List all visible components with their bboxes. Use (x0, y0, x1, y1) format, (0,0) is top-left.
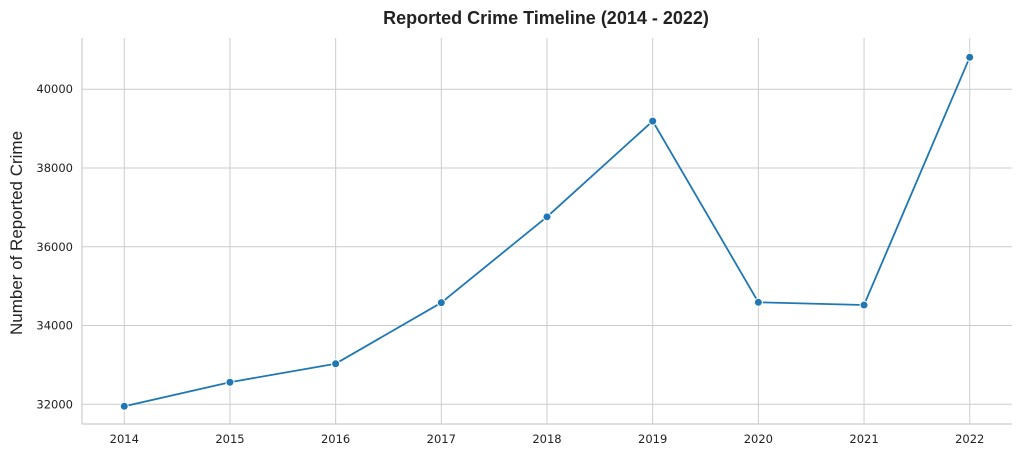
data-point (753, 297, 763, 307)
grid-lines (82, 38, 1012, 424)
axes (81, 38, 1012, 425)
x-tick-label: 2017 (427, 432, 456, 446)
data-point (331, 359, 341, 369)
data-point (119, 401, 129, 411)
x-tick-label: 2019 (638, 432, 667, 446)
data-point (436, 298, 446, 308)
x-tick-label: 2022 (955, 432, 984, 446)
data-point (542, 212, 552, 222)
data-point (965, 52, 975, 62)
y-tick-labels: 32000 34000 36000 38000 40000 (36, 82, 73, 411)
data-point (648, 116, 658, 126)
x-tick-label: 2018 (532, 432, 561, 446)
series-layer (119, 52, 975, 411)
y-tick-label: 40000 (36, 82, 73, 96)
x-tick-label: 2014 (110, 432, 139, 446)
data-point (859, 300, 869, 310)
x-tick-label: 2015 (215, 432, 244, 446)
y-tick-label: 34000 (36, 319, 73, 333)
x-tick-label: 2021 (849, 432, 878, 446)
y-axis-label: Number of Reported Crime (7, 131, 26, 335)
y-tick-label: 32000 (36, 397, 73, 411)
y-tick-label: 38000 (36, 161, 73, 175)
x-tick-labels: 2014 2015 2016 2017 2018 2019 2020 2021 2022 (110, 432, 985, 446)
chart-title: Reported Crime Timeline (2014 - 2022) (383, 8, 709, 28)
x-tick-label: 2020 (744, 432, 773, 446)
x-tick-label: 2016 (321, 432, 350, 446)
y-tick-label: 36000 (36, 240, 73, 254)
data-point (225, 377, 235, 387)
